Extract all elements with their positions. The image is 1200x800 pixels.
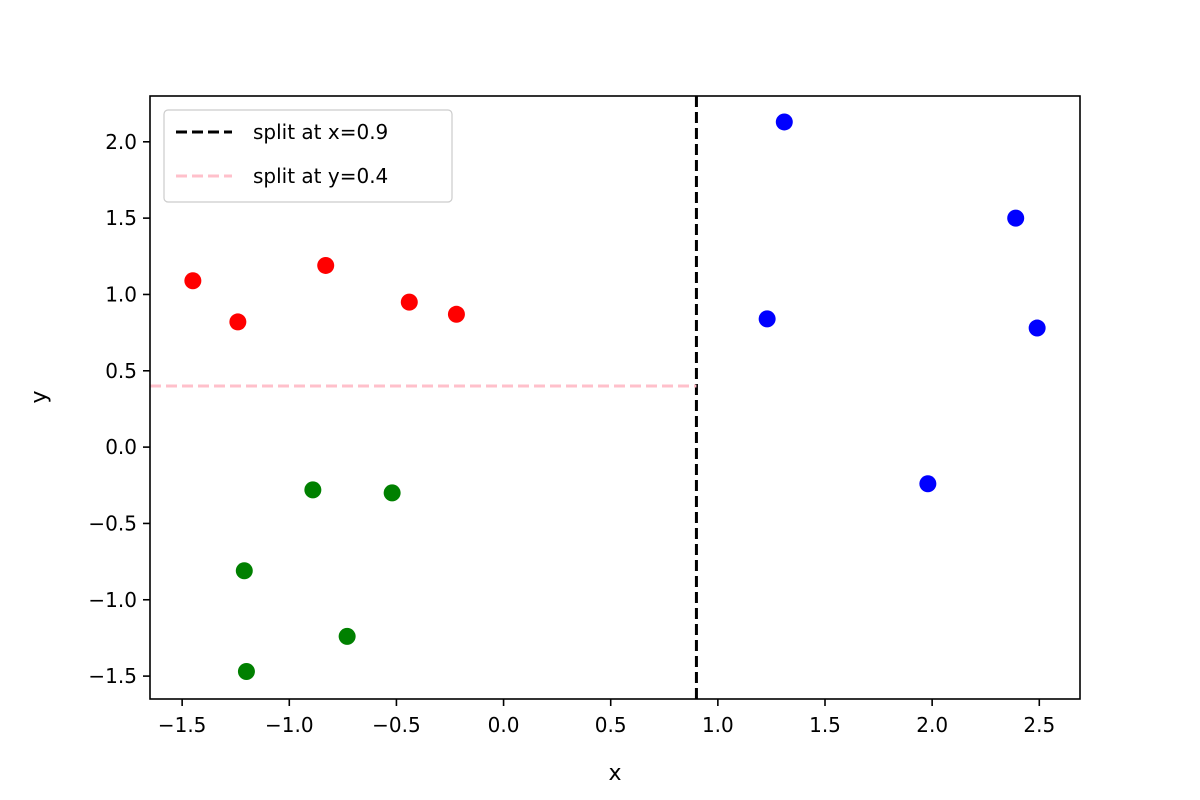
y-tick-label: 0.5 [105,359,137,383]
data-point-series-3-2 [758,310,776,328]
y-tick-label: 2.0 [105,130,137,154]
plot-area [150,96,1046,699]
legend-label-x-split: split at x=0.9 [253,120,388,144]
x-tick-label: 1.5 [809,713,841,737]
data-point-series-1-5 [447,305,465,323]
x-axis: −1.5 −1.0 −0.5 0.0 0.5 1.0 1.5 2.0 2.5 [158,699,1055,737]
y-tick-label: 0.0 [105,435,137,459]
y-tick-label: 1.0 [105,282,137,306]
data-point-series-2-5 [237,663,255,681]
legend-box [163,109,453,203]
y-tick-label: 1.5 [105,206,137,230]
legend: split at x=0.9 split at y=0.4 [163,109,453,203]
data-point-series-1-4 [400,293,418,311]
y-tick-label: −1.5 [88,664,137,688]
data-point-series-3-4 [1028,319,1046,337]
y-tick-label: −0.5 [88,511,137,535]
data-point-series-1-2 [229,313,247,331]
data-point-series-1-1 [184,272,202,290]
data-point-series-3-3 [1007,209,1025,227]
legend-label-y-split: split at y=0.4 [253,164,388,188]
data-point-series-2-2 [383,484,401,502]
data-point-series-1-3 [317,256,335,274]
x-axis-label: x [608,761,621,786]
y-axis: −1.5 −1.0 −0.5 0.0 0.5 1.0 1.5 2.0 [88,130,150,688]
data-point-series-3-5 [919,475,937,493]
data-point-series-2-3 [235,562,253,580]
x-tick-label: −0.5 [372,713,421,737]
x-tick-label: −1.5 [158,713,207,737]
x-tick-label: −1.0 [265,713,314,737]
x-tick-label: 2.5 [1023,713,1055,737]
y-tick-label: −1.0 [88,588,137,612]
data-point-series-2-4 [338,627,356,645]
x-tick-label: 1.0 [702,713,734,737]
x-tick-label: 2.0 [916,713,948,737]
x-tick-label: 0.5 [595,713,627,737]
data-point-series-2-1 [304,481,322,499]
x-tick-label: 0.0 [488,713,520,737]
y-axis-label: y [27,390,52,403]
data-point-series-3-1 [775,113,793,131]
axes-frame [149,95,1081,700]
